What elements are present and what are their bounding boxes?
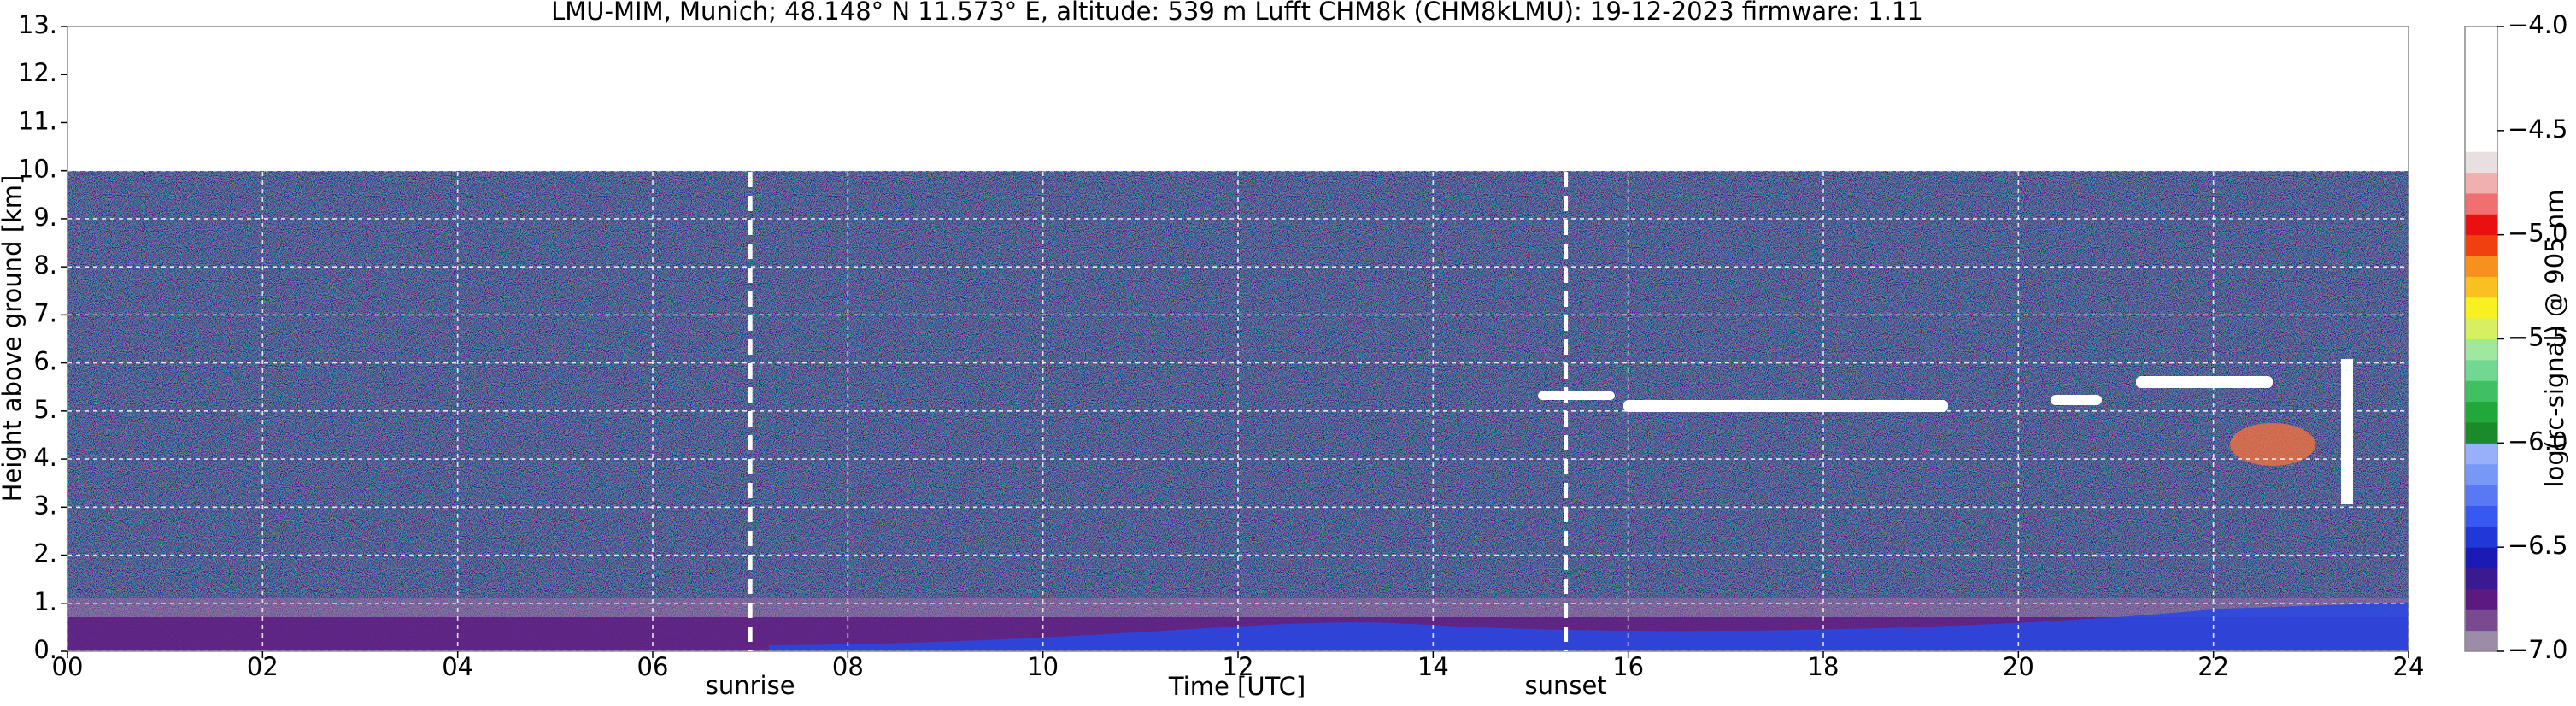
colorbar-segment	[2465, 192, 2497, 215]
y-tick-label: 8.	[33, 250, 57, 279]
y-tick-label: 3.	[33, 491, 57, 520]
y-tick-label: 12.	[18, 58, 57, 87]
x-tick-label: 14	[1417, 652, 1449, 681]
colorbar-segment	[2465, 89, 2497, 110]
cloud-layer	[1538, 391, 1615, 400]
colorbar-segment	[2465, 485, 2497, 506]
colorbar-segment	[2465, 68, 2497, 90]
x-tick-label: 02	[247, 652, 279, 681]
colorbar-segment	[2465, 151, 2497, 174]
colorbar-segment	[2465, 297, 2497, 319]
x-tick-label: 10	[1027, 652, 1059, 681]
colorbar-tick-label: −7.0	[2508, 635, 2567, 664]
x-tick-label: 08	[832, 652, 864, 681]
x-tick-label: 24	[2393, 652, 2425, 681]
colorbar-segment	[2465, 443, 2497, 465]
colorbar-segment	[2465, 318, 2497, 339]
colorbar-segment	[2465, 380, 2497, 403]
y-tick-label: 13.	[18, 10, 57, 39]
y-axis-label: Height above ground [km]	[0, 175, 26, 503]
colorbar-segment	[2465, 421, 2497, 444]
aerosol-layer	[769, 603, 2409, 651]
y-tick-label: 2.	[33, 539, 57, 568]
annotation-label: sunset	[1524, 671, 1606, 700]
x-axis-label: Time [UTC]	[1168, 672, 1306, 701]
colorbar-tick-label: −4.0	[2508, 10, 2567, 39]
x-tick-label: 00	[52, 652, 84, 681]
colorbar-segment	[2465, 568, 2497, 590]
colorbar-segment	[2465, 630, 2497, 652]
colorbar-segment	[2465, 359, 2497, 381]
colorbar-tick-label: −4.5	[2508, 115, 2567, 144]
colorbar-segment	[2465, 234, 2497, 256]
y-tick-label: 11.	[18, 106, 57, 135]
colorbar-tick-label: −5.0	[2508, 219, 2567, 248]
x-tick-label: 18	[1808, 652, 1840, 681]
y-tick-label: 1.	[33, 587, 57, 616]
x-tick-label: 04	[442, 652, 473, 681]
colorbar-segment	[2465, 172, 2497, 194]
colorbar-segment	[2465, 401, 2497, 423]
colorbar-segment	[2465, 609, 2497, 632]
colorbar-segment	[2465, 547, 2497, 569]
x-tick-label: 12	[1223, 652, 1254, 681]
x-tick-label: 16	[1612, 652, 1644, 681]
x-tick-label: 22	[2198, 652, 2229, 681]
colorbar-segment	[2465, 130, 2497, 152]
colorbar-segment	[2465, 526, 2497, 548]
colorbar-segment	[2465, 256, 2497, 277]
annotation-label: sunrise	[706, 671, 795, 700]
x-tick-label: 20	[2003, 652, 2034, 681]
colorbar-segment	[2465, 505, 2497, 527]
y-tick-label: 4.	[33, 443, 57, 472]
y-tick-label: 9.	[33, 203, 57, 232]
colorbar-label: log(rc-signal) @ 905 nm	[2540, 190, 2569, 488]
y-tick-label: 6.	[33, 347, 57, 376]
colorbar-segment	[2465, 109, 2497, 132]
colorbar-tick-label: −6.0	[2508, 427, 2567, 456]
x-tick-label: 06	[637, 652, 669, 681]
colorbar-segment	[2465, 463, 2497, 485]
colorbar-segment	[2465, 338, 2497, 361]
cloud-layer	[2341, 359, 2353, 504]
colorbar-segment	[2465, 26, 2497, 48]
cloud-layer	[2051, 395, 2102, 405]
colorbar-tick-label: −6.5	[2508, 531, 2567, 560]
y-tick-label: 10.	[18, 155, 57, 184]
colorbar-tick-label: −5.5	[2508, 323, 2567, 352]
colorbar-segment	[2465, 214, 2497, 236]
cloud-layer	[2230, 423, 2315, 466]
chart-title: LMU-MIM, Munich; 48.148° N 11.573° E, al…	[551, 0, 1923, 26]
cloud-layer	[2136, 376, 2273, 388]
y-tick-label: 7.	[33, 298, 57, 327]
y-tick-label: 5.	[33, 395, 57, 424]
cloud-layer	[1623, 400, 1948, 412]
colorbar-segment	[2465, 588, 2497, 610]
y-tick-label: 0.	[33, 635, 57, 664]
colorbar-segment	[2465, 47, 2497, 69]
colorbar-segment	[2465, 276, 2497, 298]
